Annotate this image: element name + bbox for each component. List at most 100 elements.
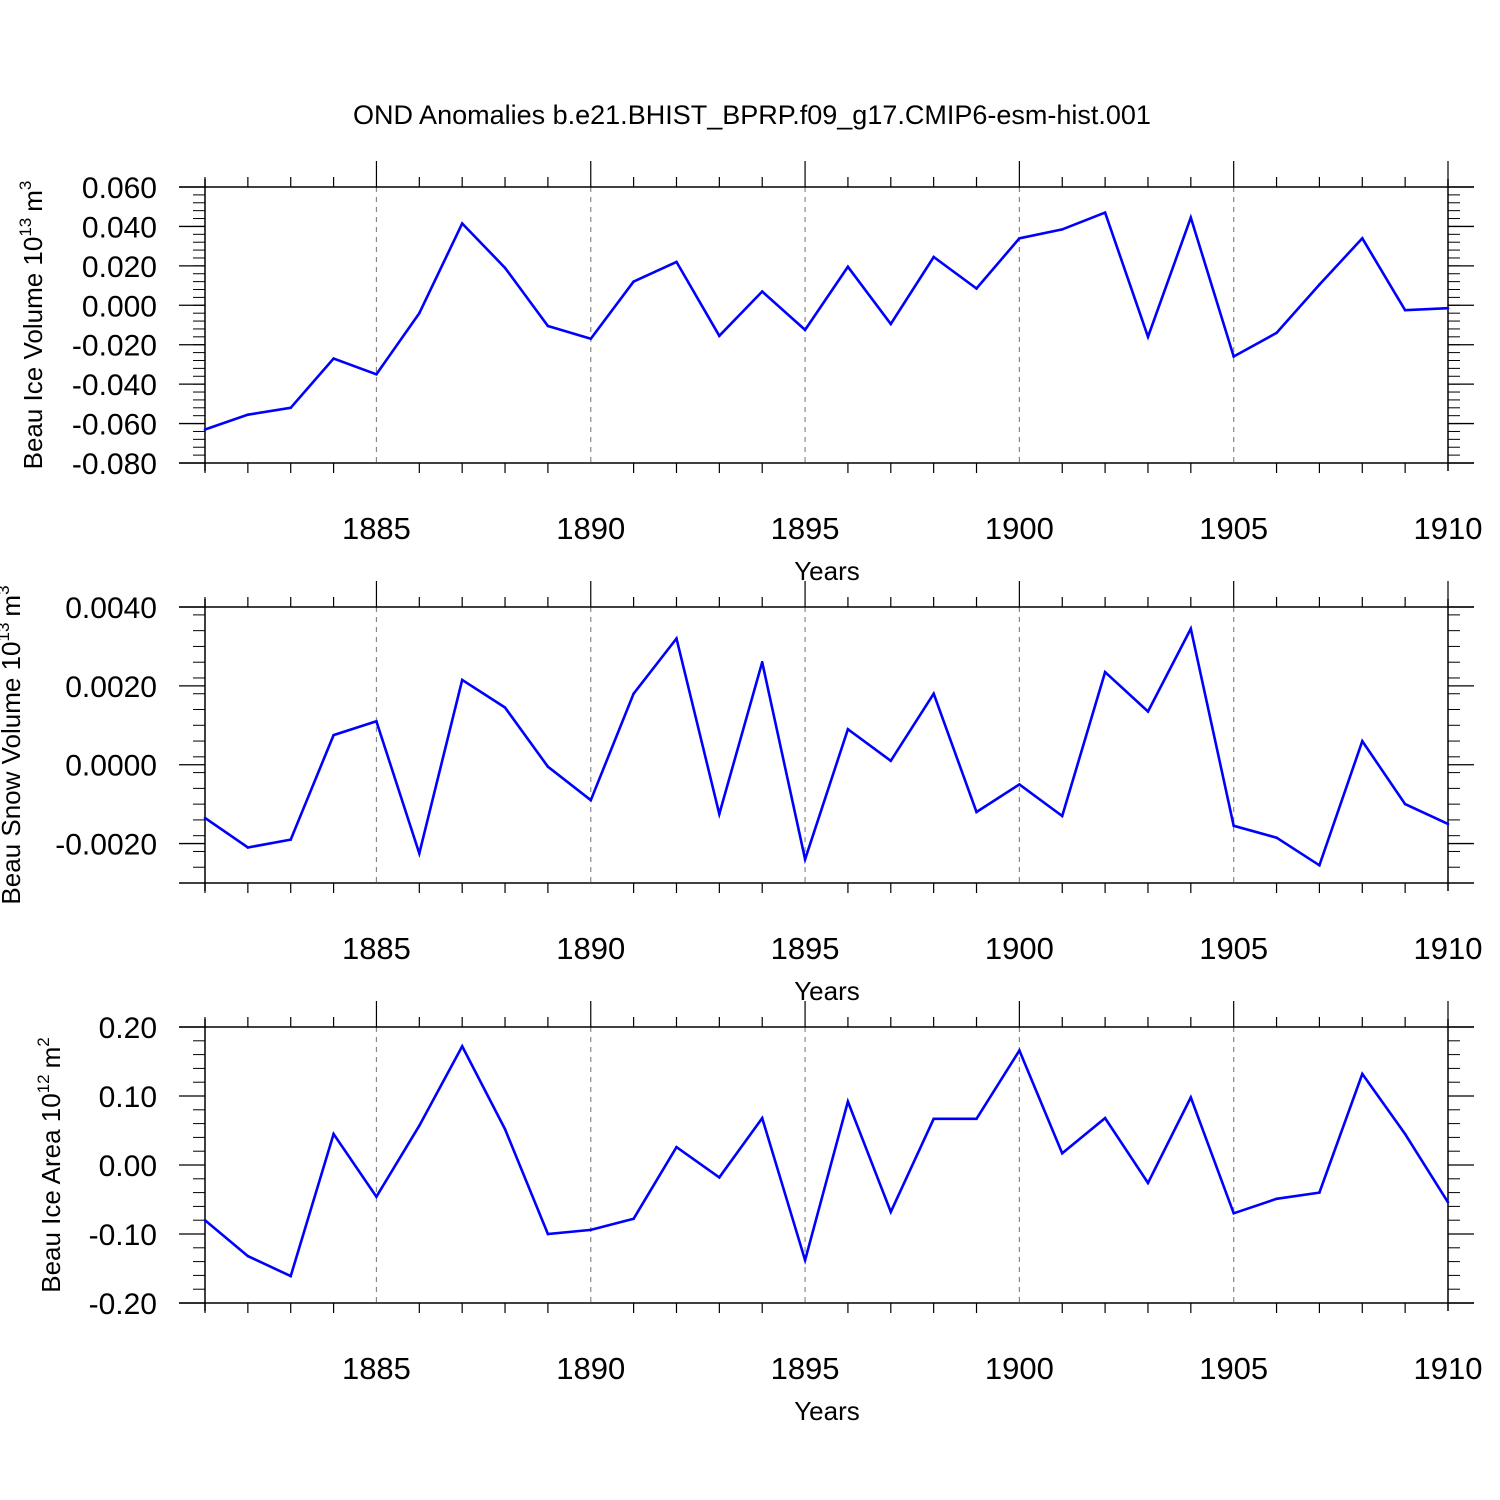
data-point xyxy=(1318,1191,1321,1194)
data-point xyxy=(675,1145,678,1149)
x-tick-label: 1890 xyxy=(556,1351,625,1386)
data-point xyxy=(760,1116,764,1120)
data-point xyxy=(1232,824,1235,828)
data-point xyxy=(460,1045,464,1048)
y-tick-label: -0.10 xyxy=(89,1219,157,1252)
data-point xyxy=(1275,331,1278,335)
x-axis-label: Years xyxy=(794,976,860,1006)
x-axis-label: Years xyxy=(794,1396,860,1426)
x-tick-label: 1890 xyxy=(556,931,625,966)
y-axis-label-main: Beau Ice Volume 10 xyxy=(18,237,48,470)
data-point xyxy=(546,324,550,328)
y-axis-label-main: Beau Snow Volume 10 xyxy=(0,641,26,904)
data-point xyxy=(675,637,678,640)
data-point xyxy=(375,1195,378,1199)
data-point xyxy=(632,280,635,283)
data-point xyxy=(803,328,807,332)
data-point xyxy=(932,692,935,696)
y-tick-label: 0.00 xyxy=(99,1150,157,1183)
data-point xyxy=(246,1254,250,1258)
data-point xyxy=(846,727,850,731)
data-point xyxy=(589,1228,593,1232)
data-point xyxy=(1103,670,1107,674)
data-point xyxy=(932,255,935,259)
y-tick-label: -0.040 xyxy=(72,369,157,402)
panel-snow-volume: -0.0020 0.0000 0.0020 0.0040 1885 1890 1895 190… xyxy=(0,581,1482,1006)
data-point xyxy=(1318,283,1321,286)
y-tick-label: 0.20 xyxy=(99,1012,157,1045)
data-point xyxy=(932,1117,935,1121)
data-point xyxy=(418,311,421,315)
data-point xyxy=(718,1176,721,1179)
data-point xyxy=(889,322,893,326)
x-tick-label: 1905 xyxy=(1199,511,1268,546)
data-point xyxy=(1103,211,1107,214)
data-point xyxy=(1446,822,1450,826)
data-point xyxy=(1360,739,1364,743)
data-point xyxy=(503,706,507,709)
data-point xyxy=(203,1218,207,1222)
data-point xyxy=(589,337,593,341)
data-point xyxy=(632,1217,635,1221)
data-point xyxy=(1446,1200,1450,1204)
data-point xyxy=(1060,1151,1064,1155)
data-point xyxy=(975,810,978,814)
data-point xyxy=(546,1232,550,1236)
data-point xyxy=(289,406,293,410)
data-point xyxy=(1403,1132,1407,1136)
data-point xyxy=(1318,863,1321,867)
y-axis-label: Beau Ice Area 1012 m2 xyxy=(34,1037,66,1293)
data-point xyxy=(1018,783,1021,786)
y-tick-label: 0.10 xyxy=(99,1081,157,1114)
x-axis-label: Years xyxy=(794,556,860,586)
data-point xyxy=(1060,814,1064,818)
x-tick-label: 1900 xyxy=(985,1351,1054,1386)
y-tick-label: 0.0000 xyxy=(65,750,157,783)
y-axis-label: Beau Snow Volume 1013 m3 xyxy=(0,585,26,904)
x-tick-label: 1885 xyxy=(342,1351,411,1386)
x-tick-label: 1905 xyxy=(1199,1351,1268,1386)
data-point xyxy=(632,692,635,696)
data-point xyxy=(846,265,850,269)
data-point xyxy=(889,759,893,763)
y-axis-label-exponent: 12 xyxy=(34,1074,53,1093)
data-point xyxy=(460,678,464,682)
data-point xyxy=(203,428,207,431)
y-axis-label-unit-exponent: 3 xyxy=(0,585,13,594)
data-point xyxy=(718,812,721,816)
data-point xyxy=(1360,1072,1364,1076)
x-tick-label: 1895 xyxy=(771,931,840,966)
data-point xyxy=(1060,228,1064,231)
y-tick-label: -0.080 xyxy=(72,448,157,481)
data-point xyxy=(289,838,293,841)
data-point xyxy=(1146,710,1150,713)
x-tick-label: 1890 xyxy=(556,511,625,546)
data-point xyxy=(846,1100,850,1103)
x-tick-label: 1905 xyxy=(1199,931,1268,966)
y-tick-label: 0.0040 xyxy=(65,592,157,625)
data-point xyxy=(1018,236,1021,240)
y-axis-label-unit: m xyxy=(0,595,26,617)
series-line-beau-ice-volume xyxy=(204,210,1449,431)
data-point xyxy=(1446,306,1450,310)
data-point xyxy=(975,287,978,290)
y-tick-label: 0.020 xyxy=(82,251,157,284)
data-point xyxy=(460,222,464,225)
data-point xyxy=(760,660,764,664)
x-tick-label: 1900 xyxy=(985,931,1054,966)
y-tick-label: -0.0020 xyxy=(55,829,157,862)
data-point xyxy=(1189,1096,1193,1099)
data-point xyxy=(889,1210,893,1214)
data-point xyxy=(375,372,378,376)
y-axis-label-exponent: 13 xyxy=(0,623,13,642)
panel-ice-volume: -0.080 -0.060 -0.040 -0.020 0.000 0.020 0.040 0… xyxy=(16,161,1482,586)
data-point xyxy=(246,846,250,849)
figure-title: OND Anomalies b.e21.BHIST_BPRP.f09_g17.C… xyxy=(353,100,1151,130)
data-point xyxy=(1103,1116,1107,1120)
data-point xyxy=(246,413,250,417)
data-point xyxy=(289,1274,293,1278)
data-point xyxy=(718,334,721,338)
data-point xyxy=(1232,1212,1235,1215)
